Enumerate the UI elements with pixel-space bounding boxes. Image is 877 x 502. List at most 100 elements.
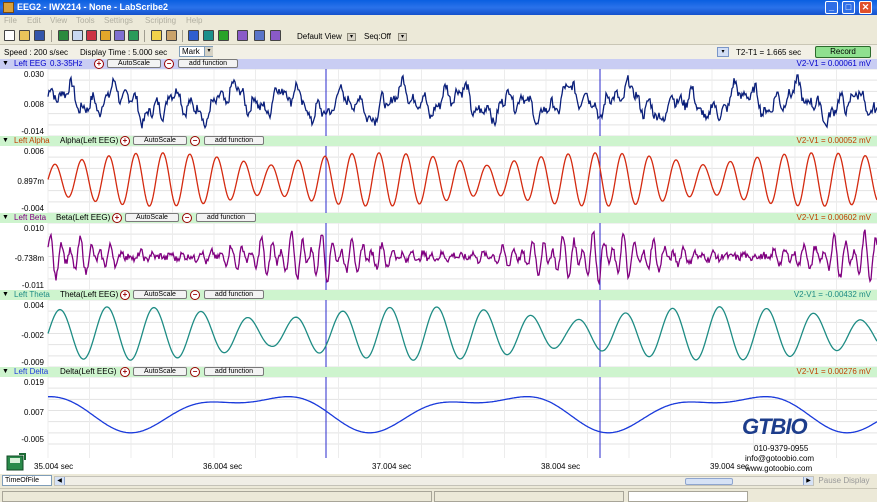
view-dropdown-icon[interactable]: ▾ xyxy=(347,33,356,41)
add-function-button[interactable]: add function xyxy=(196,213,256,222)
menu-tools[interactable]: Tools xyxy=(76,16,95,25)
channel-header: ▼ Left Alpha Alpha(Left EEG) + AutoScale − add… xyxy=(0,136,877,146)
zoom-out-icon[interactable]: − xyxy=(190,136,200,146)
menu-edit[interactable]: Edit xyxy=(27,16,41,25)
zoom-in-icon[interactable]: + xyxy=(112,213,122,223)
table-icon[interactable] xyxy=(128,30,139,41)
gtbio-logo: GTBIO 010-9379-0955 info@gotoobio.com ww… xyxy=(740,414,836,474)
double-display-icon[interactable] xyxy=(254,30,265,41)
y-tick-label: -0.738m xyxy=(14,253,44,263)
autoscale-button[interactable]: AutoScale xyxy=(133,290,187,299)
zoom-in-icon[interactable]: + xyxy=(120,136,130,146)
channel-name[interactable]: Left Alpha xyxy=(14,136,50,145)
menu-view[interactable]: View xyxy=(50,16,68,25)
save-icon[interactable] xyxy=(34,30,45,41)
v2-v1-readout: V2-V1 = 0.00061 mV xyxy=(796,59,872,68)
recording-status-row: Speed : 200 s/sec Display Time : 5.000 s… xyxy=(0,45,877,59)
collapse-icon[interactable]: ▼ xyxy=(2,214,9,221)
trace-canvas[interactable] xyxy=(0,59,877,458)
autoscale-button[interactable]: AutoScale xyxy=(133,136,187,145)
menu-help[interactable]: Help xyxy=(186,16,203,25)
status-bar xyxy=(0,488,877,502)
new-file-icon[interactable] xyxy=(4,30,15,41)
horizontal-scrollbar[interactable]: ◀ ▶ xyxy=(54,476,814,486)
eeg-trace xyxy=(47,152,877,207)
scroll-right-icon[interactable]: ▶ xyxy=(803,477,813,485)
collapse-icon[interactable]: ▼ xyxy=(2,368,9,375)
v2-v1-readout: V2-V1 = -0.00432 mV xyxy=(793,290,871,299)
collapse-icon[interactable]: ▼ xyxy=(2,60,9,67)
channel-name[interactable]: Left EEG xyxy=(14,59,47,68)
close-button[interactable]: ✕ xyxy=(859,1,872,14)
zoom-in-icon[interactable]: + xyxy=(120,290,130,300)
channel-header: ▼ Left EEG 0.3-35Hz + AutoScale − add function… xyxy=(0,59,877,69)
mark-dropdown-icon[interactable]: ▾ xyxy=(204,47,213,56)
y-tick-label: 0.010 xyxy=(23,224,44,233)
channel-header: ▼ Left Beta Beta(Left EEG) + AutoScale − add f… xyxy=(0,213,877,223)
pause-display-button[interactable]: Pause Display xyxy=(818,476,870,485)
logo-phone: 010-9379-0955 xyxy=(754,444,809,453)
title-bar: EEG2 - IWX214 - None - LabScribe2 _ □ ✕ xyxy=(0,0,877,15)
minimize-button[interactable]: _ xyxy=(825,1,838,14)
channel-header: ▼ Left Theta Theta(Left EEG) + AutoScale − add… xyxy=(0,290,877,300)
scroll-thumb[interactable] xyxy=(685,478,733,485)
chart-view-icon[interactable] xyxy=(58,30,69,41)
channel-name[interactable]: Left Delta xyxy=(14,367,49,376)
time-of-file-select[interactable]: TimeOfFile xyxy=(2,475,52,486)
channel-name[interactable]: Left Beta xyxy=(14,213,47,222)
open-folder-icon[interactable] xyxy=(19,30,30,41)
zoom-out-icon[interactable]: − xyxy=(190,367,200,377)
collapse-icon[interactable]: ▼ xyxy=(2,291,9,298)
storage-icon[interactable] xyxy=(5,452,27,472)
analysis-icon[interactable] xyxy=(86,30,97,41)
single-cursor-icon[interactable] xyxy=(188,30,199,41)
marker-icon[interactable] xyxy=(151,30,162,41)
view-selector[interactable]: Default View xyxy=(297,32,342,41)
zoom-out-icon[interactable]: − xyxy=(190,290,200,300)
zoom-out-icon[interactable]: − xyxy=(182,213,192,223)
zoom-in-icon[interactable]: + xyxy=(120,367,130,377)
y-tick-label: 0.004 xyxy=(23,301,44,310)
v2-v1-readout: V2-V1 = 0.00276 mV xyxy=(796,367,872,376)
y-tick-label: 0.030 xyxy=(23,70,44,79)
half-display-icon[interactable] xyxy=(237,30,248,41)
autoscale-button[interactable]: AutoScale xyxy=(125,213,179,222)
zoom-in-icon[interactable]: + xyxy=(94,59,104,69)
double-cursor-icon[interactable] xyxy=(203,30,214,41)
seq-dropdown-icon[interactable]: ▾ xyxy=(398,33,407,41)
scroll-left-icon[interactable]: ◀ xyxy=(55,477,65,485)
fft-icon[interactable] xyxy=(100,30,111,41)
y-tick-label: -0.011 xyxy=(21,281,44,290)
menu-scripting[interactable]: Scripting xyxy=(145,16,177,25)
record-button[interactable]: Record xyxy=(815,46,871,58)
add-function-button[interactable]: add function xyxy=(204,290,264,299)
menu-settings[interactable]: Settings xyxy=(104,16,133,25)
full-display-icon[interactable] xyxy=(270,30,281,41)
display-time-label: Display Time : 5.000 sec xyxy=(80,48,168,57)
xy-view-icon[interactable] xyxy=(72,30,83,41)
autoscale-button[interactable]: AutoScale xyxy=(133,367,187,376)
journal-icon[interactable] xyxy=(114,30,125,41)
y-tick-label: -0.009 xyxy=(21,358,44,367)
y-tick-label: -0.005 xyxy=(21,435,44,444)
toolbar: Default View ▾ Seq:Off ▾ xyxy=(0,27,877,45)
scale-icon[interactable] xyxy=(218,30,229,41)
channel-name[interactable]: Left Theta xyxy=(14,290,50,299)
autoscale-button[interactable]: AutoScale xyxy=(107,59,161,68)
zoom-out-icon[interactable]: − xyxy=(164,59,174,69)
time-tick: 35.004 sec xyxy=(34,462,74,471)
add-function-button[interactable]: add function xyxy=(204,367,264,376)
mark-list-dropdown-icon[interactable]: ▾ xyxy=(717,47,729,57)
stack-icon[interactable] xyxy=(166,30,177,41)
add-function-button[interactable]: add function xyxy=(178,59,238,68)
collapse-icon[interactable]: ▼ xyxy=(2,137,9,144)
add-function-button[interactable]: add function xyxy=(204,136,264,145)
menu-file[interactable]: File xyxy=(4,16,17,25)
window-title: EEG2 - IWX214 - None - LabScribe2 xyxy=(17,2,169,12)
plot-area[interactable] xyxy=(0,59,877,458)
function-label: Alpha(Left EEG) xyxy=(60,136,119,145)
sequence-selector[interactable]: Seq:Off xyxy=(364,32,391,41)
toolbar-separator xyxy=(144,30,145,42)
maximize-button[interactable]: □ xyxy=(842,1,855,14)
